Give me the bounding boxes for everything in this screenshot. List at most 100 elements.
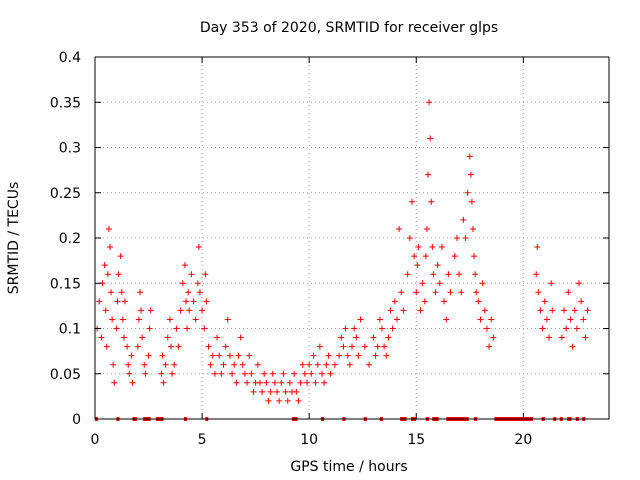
data-point [184,325,191,332]
data-point [229,370,236,377]
data-point [104,271,111,278]
data-point [261,370,268,377]
data-point [563,325,570,332]
data-point [194,280,201,287]
data-point [126,370,133,377]
y-tick-label: 0.3 [59,141,81,157]
data-point [175,343,182,350]
data-point [269,370,276,377]
data-point [136,289,143,296]
data-point [201,325,208,332]
data-point [466,153,473,160]
data-point [421,298,428,305]
data-point [186,307,193,314]
data-point [426,99,433,106]
data-point [573,325,580,332]
data-point [106,244,113,251]
x-tick-label: 15 [407,432,425,448]
data-point [535,289,542,296]
data-point [286,379,293,386]
data-point [304,379,311,386]
data-point [338,334,345,341]
data-point [177,307,184,314]
y-axis-ticks: 0 0.05 0.1 0.15 0.2 0.25 0.3 0.35 0.4 [50,50,609,428]
data-point [456,271,463,278]
data-point [216,352,223,359]
data-point [349,343,355,350]
data-point [543,316,550,323]
x-tick-label: 20 [514,432,532,448]
data-point [192,316,199,323]
data-point [342,325,349,332]
data-point [436,280,443,287]
data-point [458,289,465,296]
data-point [222,343,229,350]
data-point [209,352,216,359]
data-point [370,334,377,341]
y-tick-label: 0.2 [59,231,81,247]
data-point [561,307,568,314]
data-point [419,280,426,287]
data-point [267,388,274,395]
data-point [481,307,488,314]
data-point [427,135,434,142]
data-point [254,361,261,368]
data-point [425,171,432,178]
data-point [276,397,283,404]
data-point [121,298,128,305]
data-point [327,370,334,377]
data-point [316,343,323,350]
data-point [105,225,112,232]
data-point [128,352,135,359]
data-point [114,298,121,305]
data-point [141,361,148,368]
data-point [584,307,591,314]
data-point [233,379,240,386]
data-point [479,280,486,287]
data-point [120,334,127,341]
data-point [101,262,108,269]
data-point [173,325,180,332]
y-tick-label: 0.15 [50,276,81,292]
data-point [357,316,364,323]
x-tick-label: 5 [198,432,207,448]
data-point [119,316,126,323]
data-point [129,379,136,386]
data-point [483,325,490,332]
data-point [464,189,471,196]
data-point [378,325,385,332]
data-point [284,397,291,404]
data-point [372,352,379,359]
data-point [145,352,152,359]
data-point [477,316,484,323]
x-axis-ticks: 0 5 10 15 20 [91,57,532,448]
data-point [537,307,544,314]
data-point [580,316,587,323]
data-point [214,334,221,341]
data-point [567,316,574,323]
data-point [422,253,429,260]
data-point [408,198,415,205]
data-point [134,343,141,350]
y-tick-label: 0.05 [50,367,81,383]
data-point [471,253,478,260]
data-point [147,307,154,314]
data-point [473,289,480,296]
data-point [447,289,454,296]
data-point [202,271,209,278]
data-point [185,289,192,296]
data-point [196,289,203,296]
data-point [376,316,383,323]
data-point [124,343,131,350]
data-point [231,361,238,368]
grid-lines [95,57,609,419]
data-point [102,307,109,314]
data-point [139,334,146,341]
data-point [308,370,315,377]
data-point [164,334,171,341]
data-point [428,198,435,205]
data-point [295,397,302,404]
x-tick-label: 0 [91,432,100,448]
data-point [323,361,330,368]
